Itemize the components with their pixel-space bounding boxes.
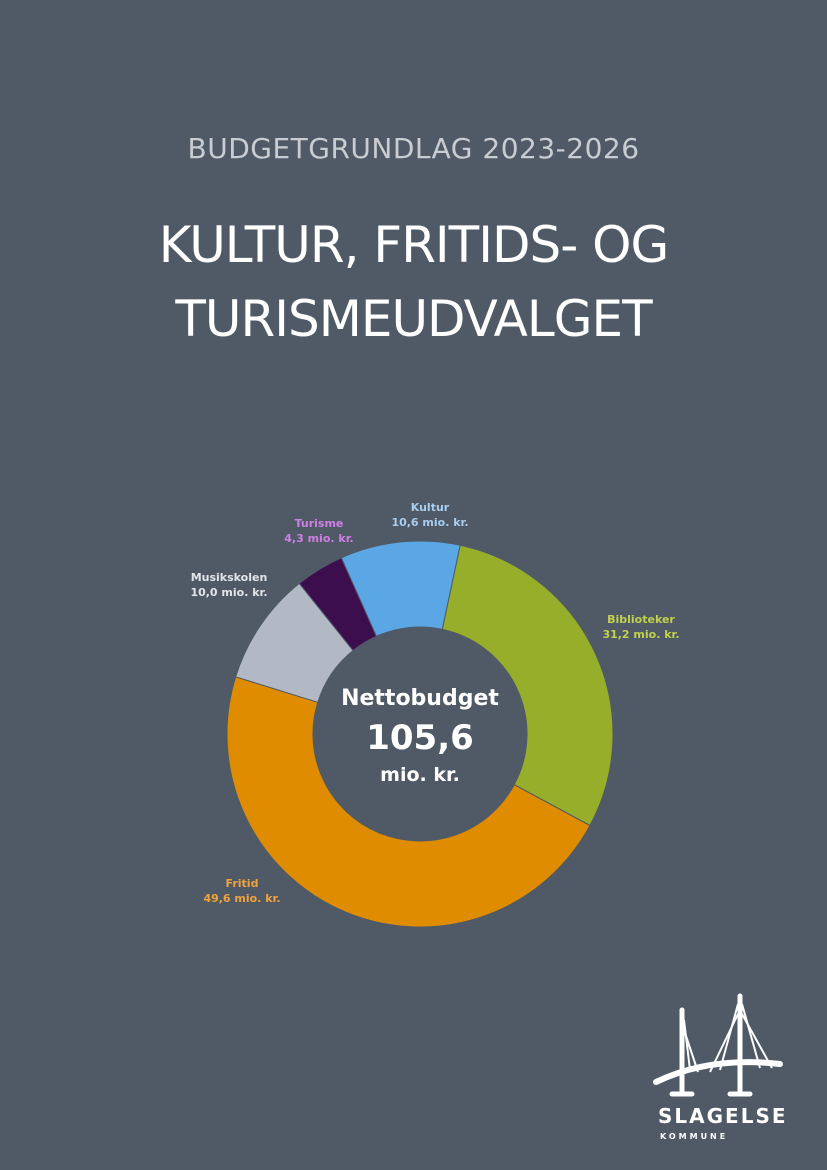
- center-value: 105,6: [366, 718, 474, 758]
- center-unit: mio. kr.: [380, 764, 460, 786]
- center-label: Nettobudget: [341, 686, 499, 711]
- label-fritid-value: 49,6 mio. kr.: [203, 892, 281, 905]
- label-musikskolen-name: Musikskolen: [190, 571, 268, 584]
- label-kultur-value: 10,6 mio. kr.: [391, 516, 469, 529]
- bridge-icon: [653, 993, 783, 1097]
- label-biblioteker: Biblioteker 31,2 mio. kr.: [576, 612, 706, 642]
- title-line-1: KULTUR, FRITIDS- OG: [158, 216, 670, 274]
- label-kultur-name: Kultur: [410, 501, 450, 514]
- donut-slice-fritid: [226, 676, 591, 928]
- slagelse-logo: SLAGELSE KOMMUNE: [650, 990, 790, 1150]
- label-turisme-name: Turisme: [294, 517, 344, 530]
- logo-name: SLAGELSE: [658, 1104, 788, 1128]
- label-biblioteker-value: 31,2 mio. kr.: [602, 628, 680, 641]
- donut-center: Nettobudget 105,6 mio. kr.: [320, 684, 520, 788]
- label-kultur: Kultur 10,6 mio. kr.: [365, 500, 495, 530]
- label-musikskolen-value: 10,0 mio. kr.: [190, 586, 268, 599]
- logo-sub: KOMMUNE: [660, 1132, 729, 1141]
- document-title: KULTUR, FRITIDS- OG TURISMEUDVALGET: [0, 208, 827, 356]
- donut-slice-biblioteker: [441, 544, 614, 827]
- label-fritid: Fritid 49,6 mio. kr.: [177, 876, 307, 906]
- label-fritid-name: Fritid: [225, 877, 259, 890]
- document-subtitle: BUDGETGRUNDLAG 2023-2026: [187, 132, 640, 165]
- donut-slice-turisme: [298, 557, 378, 652]
- label-musikskolen: Musikskolen 10,0 mio. kr.: [164, 570, 294, 600]
- label-turisme-value: 4,3 mio. kr.: [284, 532, 354, 545]
- label-turisme: Turisme 4,3 mio. kr.: [254, 516, 384, 546]
- title-line-2: TURISMEUDVALGET: [175, 290, 652, 348]
- label-biblioteker-name: Biblioteker: [607, 613, 675, 626]
